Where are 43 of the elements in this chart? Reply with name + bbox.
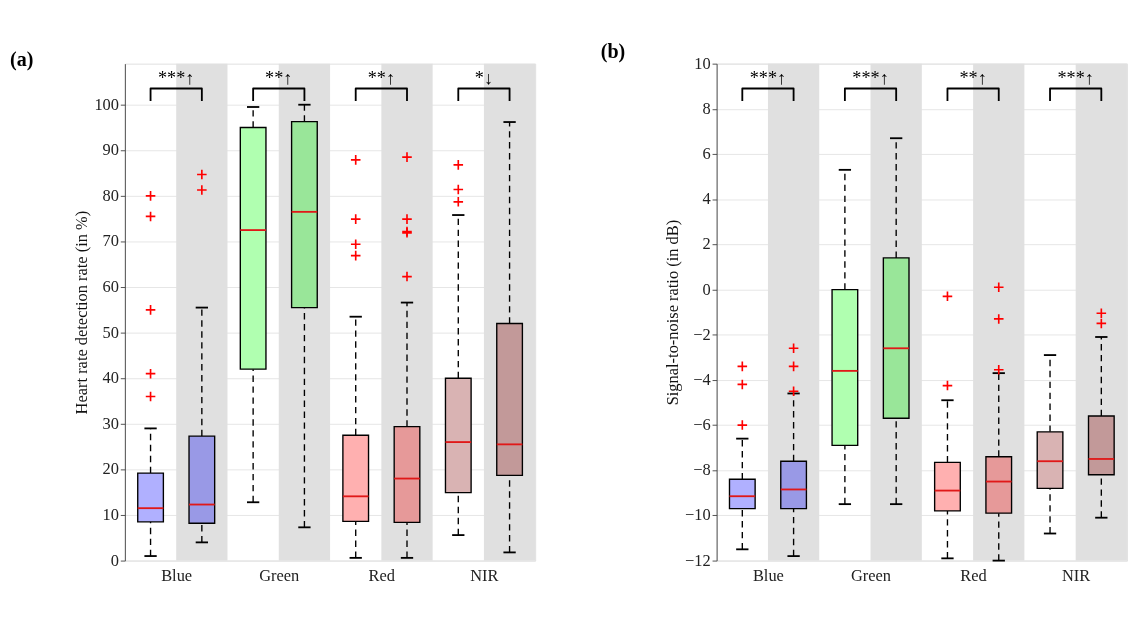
annotation: ***↑	[1057, 67, 1094, 88]
chart-title: (a)	[10, 48, 34, 72]
y-tick-label: −8	[693, 460, 711, 480]
annotation: **↑	[367, 67, 396, 88]
x-tick-label: Blue	[161, 566, 193, 586]
chart-title: (b)	[600, 40, 626, 64]
y-tick-label: 0	[110, 550, 119, 570]
y-tick-label: 40	[102, 368, 119, 388]
y-tick-label: −6	[693, 415, 711, 435]
x-tick-label: Blue	[752, 566, 784, 586]
annotation: ***↑	[157, 67, 195, 88]
x-tick-label: Green	[259, 566, 300, 586]
y-tick-label: 0	[702, 279, 711, 299]
y-tick-label: 20	[102, 459, 119, 479]
y-tick-label: 4	[702, 189, 711, 209]
annotation: ***↑	[852, 67, 889, 88]
x-tick-label: NIR	[470, 566, 499, 586]
y-tick-label: 6	[702, 144, 711, 164]
x-tick-label: NIR	[1062, 566, 1091, 586]
y-tick-label: −4	[693, 369, 711, 389]
y-tick-label: 80	[102, 185, 119, 205]
annotation: *↓	[474, 67, 494, 88]
y-axis-title: Signal-to-noise ratio (in dB)	[662, 219, 682, 406]
y-tick-label: −2	[693, 324, 711, 344]
y-tick-label: 90	[102, 140, 119, 160]
y-tick-label: 2	[702, 234, 711, 254]
y-tick-label: 60	[102, 277, 119, 297]
y-tick-label: 10	[694, 53, 711, 73]
x-tick-label: Green	[850, 566, 892, 586]
y-axis-title: Heart rate detection rate (in %)	[72, 210, 92, 415]
x-tick-label: Red	[960, 566, 987, 586]
y-tick-label: 30	[102, 413, 119, 433]
y-tick-label: 100	[94, 94, 119, 114]
y-tick-label: −12	[685, 550, 711, 570]
annotation: **↑	[959, 67, 987, 88]
annotation: ***↑	[749, 67, 787, 88]
y-tick-label: 10	[102, 505, 119, 525]
y-tick-label: 70	[102, 231, 119, 251]
annotation: **↑	[265, 67, 293, 88]
x-tick-label: Red	[368, 566, 396, 586]
y-tick-label: 50	[102, 322, 119, 342]
y-tick-label: −10	[685, 505, 711, 525]
y-tick-label: 8	[702, 98, 711, 118]
